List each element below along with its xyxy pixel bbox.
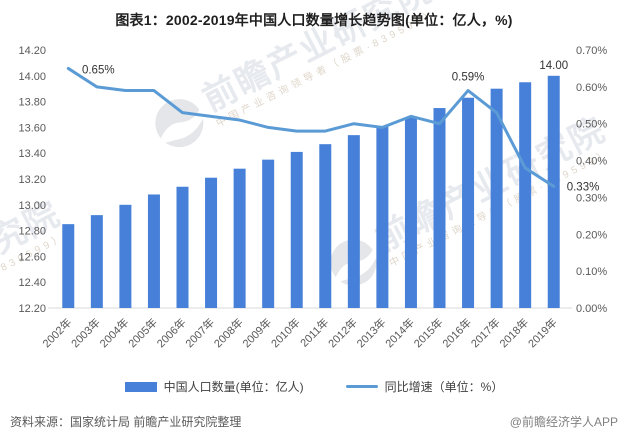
right-axis-tick: 0.50% xyxy=(576,119,607,131)
brand-note: @前瞻经济学人APP xyxy=(509,415,618,429)
chart-plot: 14.20 14.00 13.80 13.60 13.40 13.20 13.00 12.80… xyxy=(18,45,607,350)
left-axis-tick: 14.20 xyxy=(18,45,46,57)
left-axis-tick: 13.20 xyxy=(18,174,46,186)
x-axis-label: 2009年 xyxy=(239,315,274,350)
x-axis-label: 2007年 xyxy=(182,315,217,350)
right-axis-tick: 0.20% xyxy=(576,229,607,241)
line-series-swatch xyxy=(345,385,378,388)
x-axis-label: 2019年 xyxy=(525,315,560,350)
x-axis-label: 2010年 xyxy=(268,315,303,350)
left-axis-tick: 12.40 xyxy=(18,277,46,289)
legend-label-population: 中国人口数量(单位：亿人) xyxy=(163,380,304,394)
bar-2010年 xyxy=(290,151,303,308)
left-axis-tick: 12.20 xyxy=(18,303,46,315)
x-axis-label: 2006年 xyxy=(154,315,189,350)
bar-2018年 xyxy=(519,82,532,308)
left-axis-tick: 14.00 xyxy=(18,71,46,83)
bar-2015年 xyxy=(433,108,446,308)
bar-2007年 xyxy=(205,177,218,308)
right-axis-tick: 0.00% xyxy=(576,303,607,315)
left-axis-tick: 12.80 xyxy=(18,226,46,238)
x-axis-label: 2016年 xyxy=(439,315,474,350)
x-axis-label: 2003年 xyxy=(68,315,103,350)
x-axis-label: 2018年 xyxy=(496,315,531,350)
data-label: 0.65% xyxy=(82,64,115,76)
legend: 中国人口数量(单位：亿人) 同比增速（单位：%） xyxy=(0,378,628,395)
bar-2005年 xyxy=(147,194,160,308)
x-axis-label: 2008年 xyxy=(211,315,246,350)
x-axis-label: 2013年 xyxy=(354,315,389,350)
bar-2017年 xyxy=(490,88,503,308)
right-axis-tick: 0.40% xyxy=(576,156,607,168)
bar-2008年 xyxy=(233,168,246,308)
x-axis-label: 2004年 xyxy=(97,315,132,350)
left-axis-tick: 13.80 xyxy=(18,97,46,109)
data-label: 0.33% xyxy=(567,181,600,193)
x-axis-label: 2012年 xyxy=(325,315,360,350)
bar-2009年 xyxy=(262,159,275,308)
bar-2014年 xyxy=(404,117,417,308)
right-axis-tick: 0.60% xyxy=(576,82,607,94)
bar-2003年 xyxy=(90,215,103,308)
x-axis-label: 2015年 xyxy=(411,315,446,350)
bar-2019年 xyxy=(547,75,560,308)
bar-2016年 xyxy=(462,97,475,308)
bar-2006年 xyxy=(176,186,189,308)
left-axis-tick: 13.00 xyxy=(18,200,46,212)
x-axis-label: 2011年 xyxy=(297,315,331,349)
x-axis-label: 2017年 xyxy=(468,315,503,350)
source-note: 资料来源：国家统计局 前瞻产业研究院整理 xyxy=(10,415,242,429)
data-label: 0.59% xyxy=(452,72,485,84)
x-axis-label: 2002年 xyxy=(39,315,74,350)
left-axis-tick: 13.40 xyxy=(18,148,46,160)
x-axis-label: 2005年 xyxy=(125,315,160,350)
legend-item-growth: 同比增速（单位：%） xyxy=(345,378,504,395)
footer: 资料来源：国家统计局 前瞻产业研究院整理 @前瞻经济学人APP xyxy=(0,413,628,430)
legend-label-growth: 同比增速（单位：%） xyxy=(384,380,504,394)
data-label: 14.00 xyxy=(539,60,568,72)
left-axis-tick: 13.60 xyxy=(18,122,46,134)
bar-2002年 xyxy=(62,224,75,308)
bar-2012年 xyxy=(347,135,360,308)
right-axis-tick: 0.30% xyxy=(576,192,607,204)
x-axis-label: 2014年 xyxy=(382,315,417,350)
growth-line xyxy=(66,66,556,188)
right-axis-tick: 0.70% xyxy=(576,45,607,57)
right-axis-tick: 0.10% xyxy=(576,266,607,278)
bar-2011年 xyxy=(319,144,332,308)
bar-2013年 xyxy=(376,126,389,308)
legend-item-population: 中国人口数量(单位：亿人) xyxy=(124,378,304,395)
left-axis-tick: 12.60 xyxy=(18,251,46,263)
bar-series-swatch xyxy=(124,381,157,392)
bar-2004年 xyxy=(119,204,132,308)
chart-title: 图表1：2002-2019年中国人口数量增长趋势图(单位：亿人，%) xyxy=(115,12,513,28)
